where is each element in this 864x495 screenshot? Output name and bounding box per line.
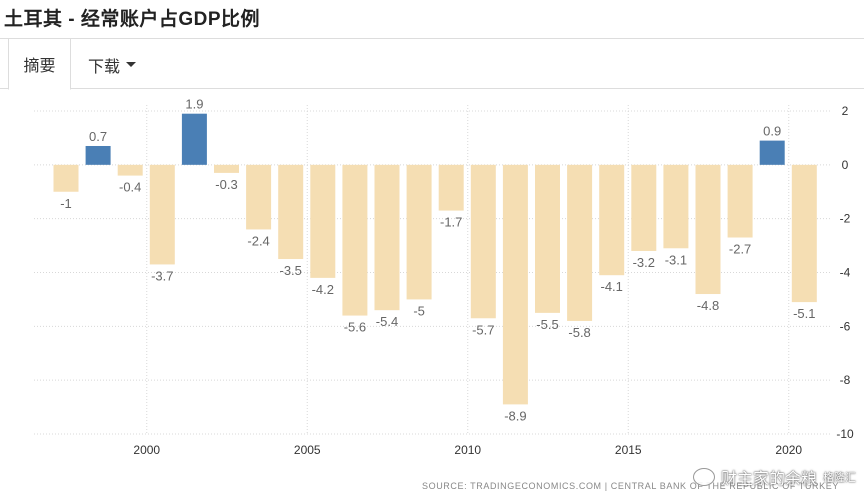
- data-label: -5.7: [472, 322, 494, 337]
- bar: [181, 113, 207, 165]
- y-tick-label: 2: [842, 104, 849, 118]
- data-label: -4.1: [600, 279, 622, 294]
- title-bar: 土耳其 - 经常账户占GDP比例: [0, 0, 864, 38]
- x-tick-label: 2010: [454, 443, 481, 457]
- data-label: -0.4: [119, 180, 141, 195]
- bar: [695, 164, 721, 295]
- data-label: -1.7: [440, 215, 462, 230]
- watermark: 财主家的余粮 格隆汇: [692, 465, 856, 489]
- data-label: -8.9: [504, 408, 526, 423]
- data-labels: -1 0.7 -0.4 -3.7 1.9 -0.3 -2.4 -3.5 -4.2 -5.6 -5.4…: [60, 97, 815, 424]
- bar: [149, 164, 175, 265]
- bar: [599, 164, 625, 276]
- data-label: -5.6: [344, 320, 366, 335]
- data-label: -5.5: [536, 317, 558, 332]
- bar: [278, 164, 304, 260]
- data-label: 0.7: [89, 129, 107, 144]
- data-label: -4.8: [697, 298, 719, 313]
- caret-down-icon: [126, 62, 136, 67]
- y-axis-ticks: 2 0 -2 -4 -6 -8 -10: [836, 104, 854, 441]
- bar: [502, 164, 528, 405]
- tab-bar: 摘要 下载: [0, 39, 864, 90]
- data-label: -0.3: [215, 177, 237, 192]
- watermark-logo: 格隆汇: [823, 472, 856, 484]
- y-tick-label: -6: [840, 319, 851, 333]
- bar: [438, 164, 464, 211]
- x-tick-label: 2000: [133, 443, 160, 457]
- data-label: -5.1: [793, 306, 815, 321]
- x-tick-label: 2015: [615, 443, 642, 457]
- bar: [53, 164, 79, 192]
- bar: [791, 164, 817, 303]
- bar: [631, 164, 657, 251]
- bar: [727, 164, 753, 238]
- data-label: -3.7: [151, 268, 173, 283]
- data-label: 1.9: [185, 97, 203, 112]
- data-label: -5: [413, 303, 425, 318]
- bars: [53, 113, 817, 405]
- bar: [342, 164, 368, 316]
- bar: [246, 164, 272, 230]
- data-label: -5.4: [376, 314, 398, 329]
- page-title: 土耳其 - 经常账户占GDP比例: [4, 9, 261, 30]
- bar: [406, 164, 432, 300]
- bar: [117, 164, 143, 176]
- y-tick-label: -8: [840, 373, 851, 387]
- data-label: -5.8: [568, 325, 590, 340]
- bar: [759, 140, 785, 165]
- data-label: -4.2: [312, 282, 334, 297]
- data-label: -3.1: [665, 252, 687, 267]
- data-label: -1: [60, 196, 72, 211]
- x-axis-ticks: 2000 2005 2010 2015 2020: [133, 443, 802, 457]
- current-account-chart: -1 0.7 -0.4 -3.7 1.9 -0.3 -2.4 -3.5 -4.2 -5.6 -5.4…: [34, 97, 854, 491]
- wechat-icon: [692, 468, 715, 486]
- tab-summary[interactable]: 摘要: [8, 39, 71, 90]
- tab-download-label: 下载: [87, 58, 120, 76]
- bar: [567, 164, 593, 321]
- watermark-text: 财主家的余粮: [720, 471, 817, 488]
- bar: [310, 164, 336, 278]
- bar: [214, 164, 239, 173]
- tab-download[interactable]: 下载: [72, 39, 152, 90]
- data-label: 0.9: [763, 124, 781, 139]
- x-tick-label: 2020: [775, 443, 802, 457]
- bar: [535, 164, 560, 313]
- data-label: -2.7: [729, 242, 751, 257]
- y-tick-label: -10: [836, 427, 854, 441]
- bar: [663, 164, 689, 249]
- source-note: SOURCE: TRADINGECONOMICS.COM | CENTRAL B…: [422, 481, 839, 491]
- y-tick-label: -4: [840, 266, 851, 280]
- y-tick-label: -2: [840, 212, 851, 226]
- data-label: -2.4: [247, 233, 269, 248]
- bar: [85, 145, 111, 165]
- data-label: -3.2: [633, 255, 655, 270]
- x-tick-label: 2005: [294, 443, 321, 457]
- bar: [470, 164, 496, 319]
- y-tick-label: 0: [842, 158, 849, 172]
- data-label: -3.5: [279, 263, 301, 278]
- bar: [374, 164, 400, 311]
- tab-summary-label: 摘要: [23, 58, 56, 75]
